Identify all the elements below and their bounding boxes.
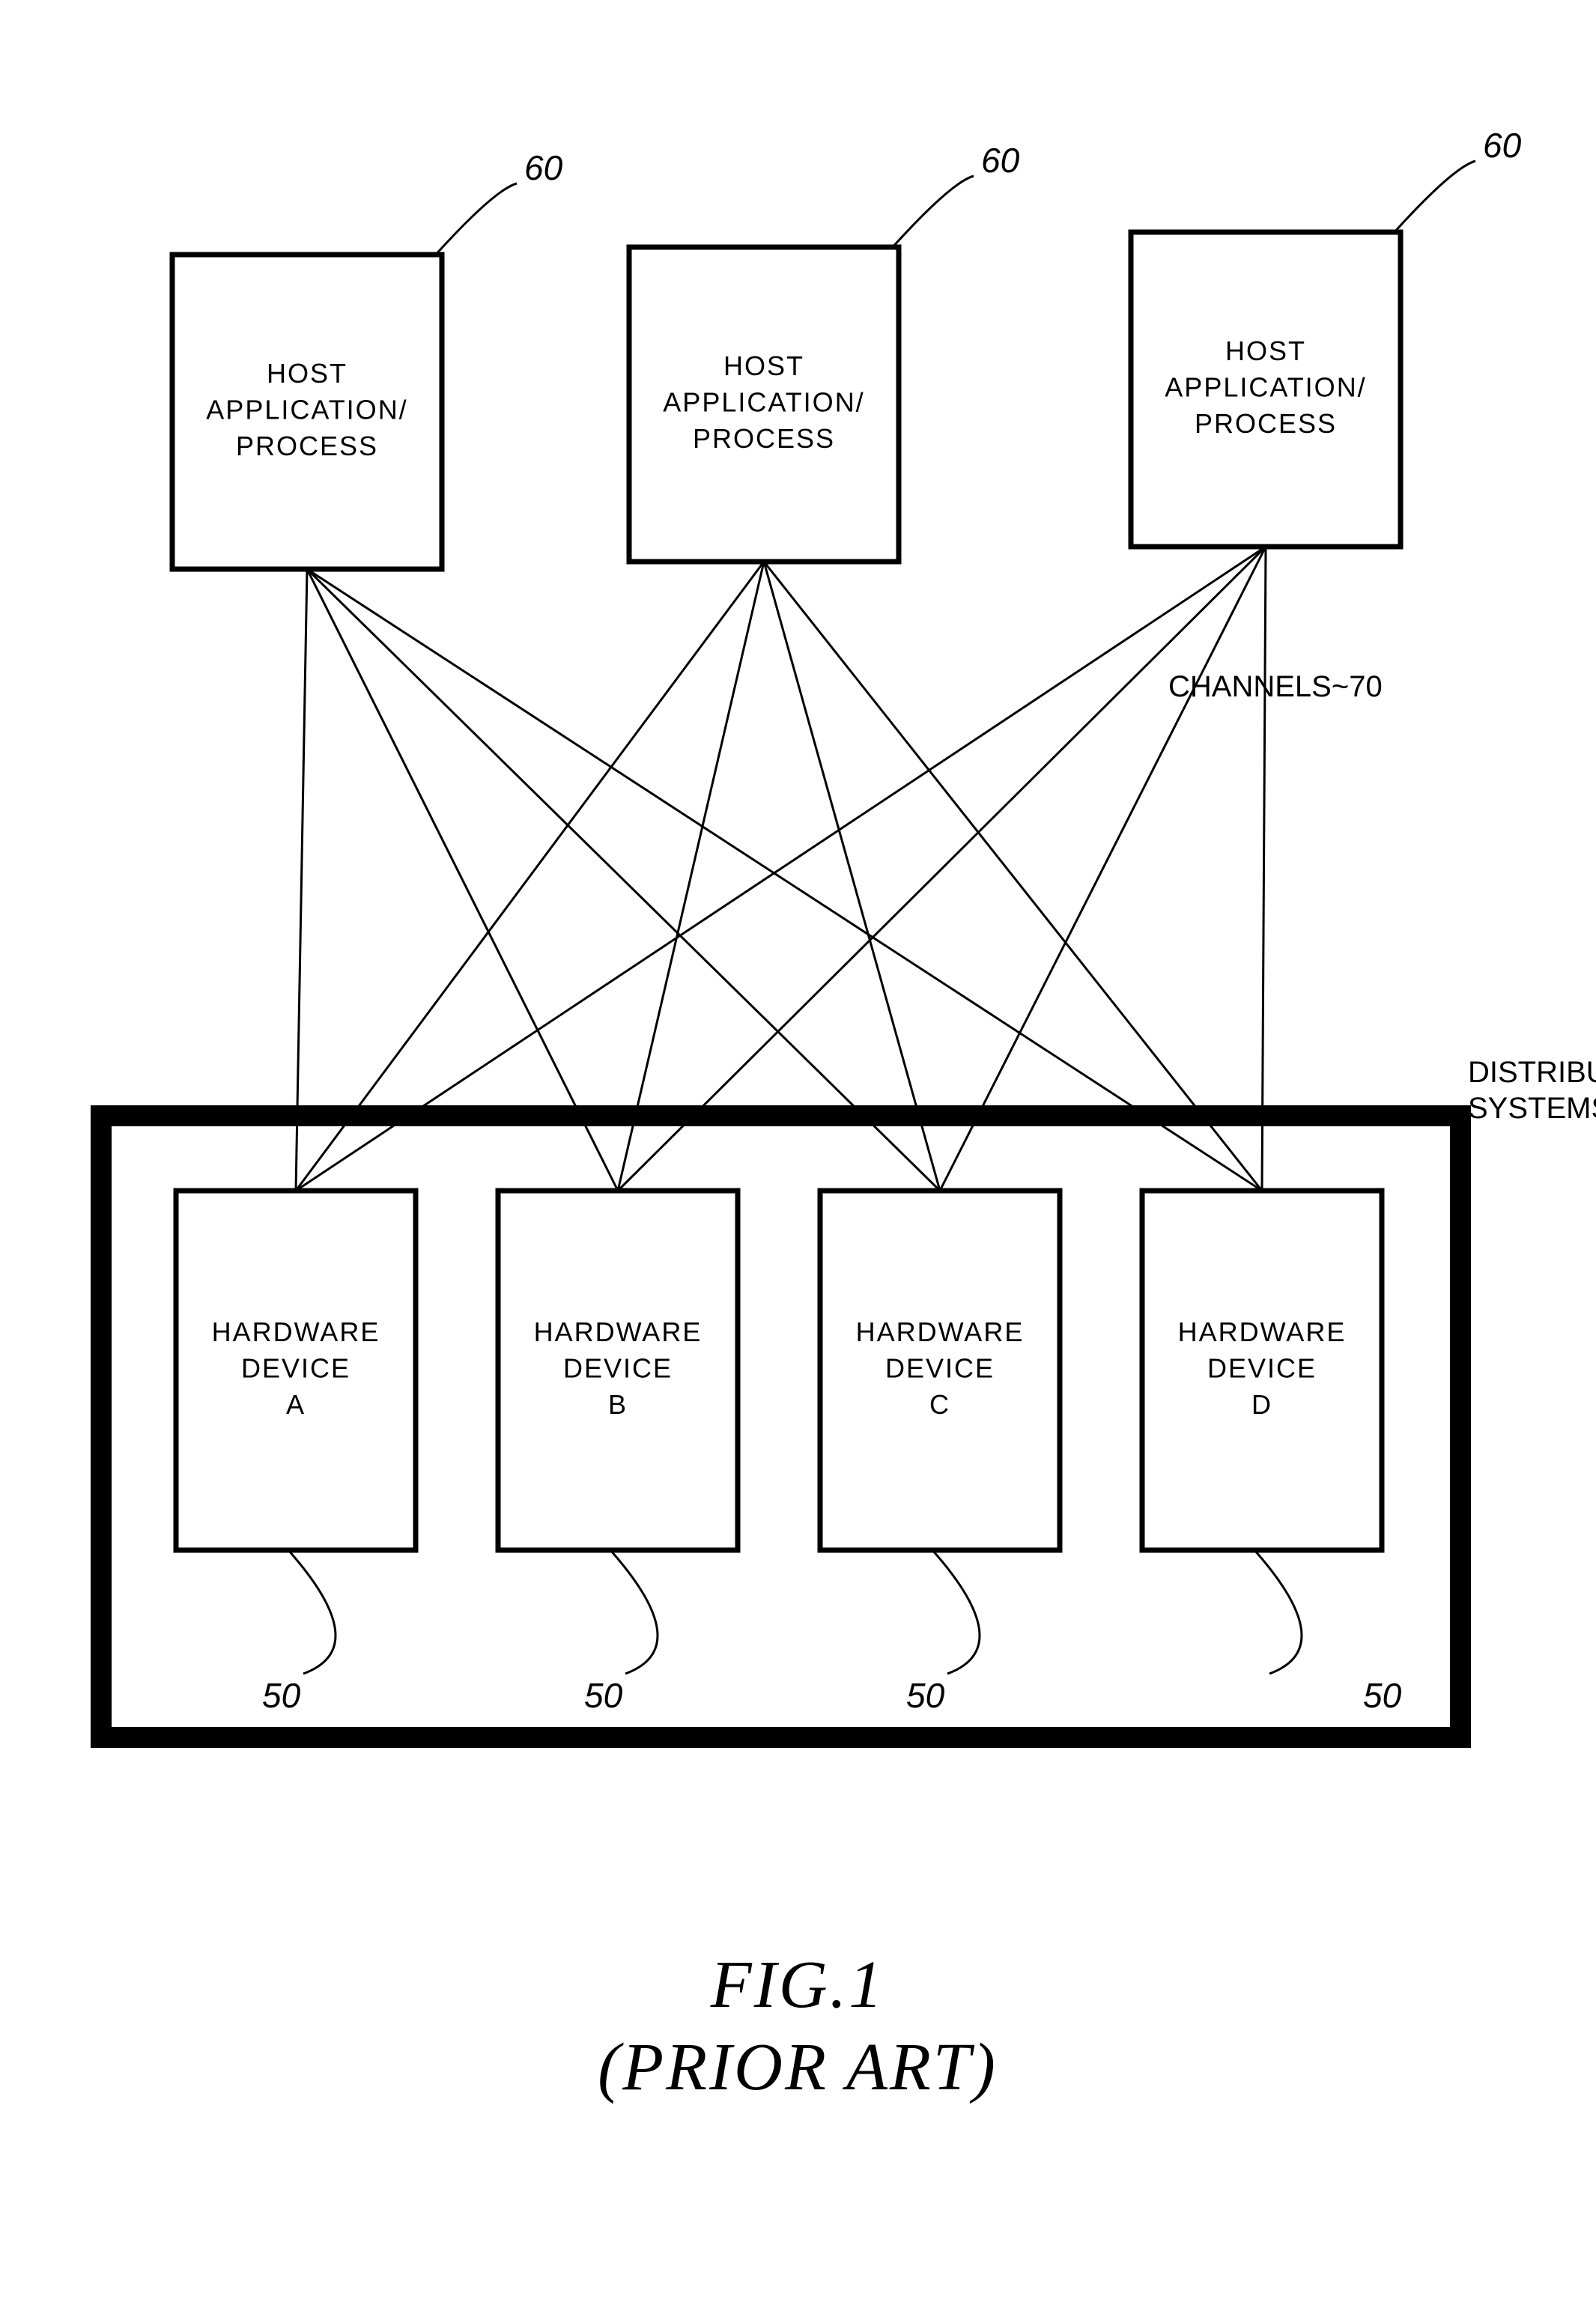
host-ref: 60 (981, 141, 1020, 180)
dev-A-label: A (286, 1389, 306, 1420)
channel-line (296, 569, 307, 1191)
channels-label: CHANNELS~70 (1168, 670, 1383, 703)
host-2-label: APPLICATION/ (663, 387, 864, 418)
dev-C-label: HARDWARE (856, 1316, 1025, 1347)
dev-D-label: D (1251, 1389, 1272, 1420)
host-1-label: PROCESS (236, 431, 378, 461)
dev-C-label: DEVICE (885, 1353, 995, 1384)
dev-A-label: DEVICE (241, 1353, 351, 1384)
host-3-label: APPLICATION/ (1165, 372, 1366, 403)
distributed-systems-label: SYSTEMS (1468, 1092, 1596, 1125)
device-ref: 50 (584, 1676, 623, 1715)
channel-line (764, 562, 1262, 1191)
channel-line (307, 569, 618, 1191)
page: CHANNELS~70 DISTRIBUTED~40SYSTEMS HOST APPL… (0, 0, 1596, 2299)
host-leader (1393, 161, 1475, 234)
figure-caption-line1: FIG.1 (710, 1948, 885, 2022)
host-leader (891, 176, 974, 249)
device-ref: 50 (1363, 1676, 1402, 1715)
device-boxes: HARDWARE DEVICE A HARDWARE DEVICE B HARDWARE DE… (176, 1191, 1382, 1550)
channel-lines (296, 547, 1266, 1191)
host-3-label: HOST (1225, 335, 1306, 366)
host-1-label: HOST (267, 358, 348, 389)
device-leader (288, 1550, 336, 1674)
diagram-svg: CHANNELS~70 DISTRIBUTED~40SYSTEMS HOST APPL… (0, 0, 1596, 2299)
device-leader (1254, 1550, 1302, 1674)
dev-D-label: DEVICE (1207, 1353, 1317, 1384)
dev-B-label: B (608, 1389, 628, 1420)
host-3-label: PROCESS (1195, 408, 1337, 439)
device-leader (610, 1550, 658, 1674)
channel-line (296, 547, 1266, 1191)
distributed-systems-label: DISTRIBUTED~40 (1468, 1056, 1596, 1089)
channel-line (1262, 547, 1266, 1191)
host-boxes: HOST APPLICATION/PROCESS HOST APPLICATION/P… (172, 232, 1401, 569)
host-ref: 60 (524, 148, 563, 187)
host-leader (434, 183, 517, 256)
host-2-label: PROCESS (693, 423, 835, 454)
channel-line (764, 562, 940, 1191)
dev-B-label: DEVICE (563, 1353, 673, 1384)
host-2-label: HOST (723, 350, 804, 381)
device-ref: 50 (906, 1676, 945, 1715)
channel-line (618, 562, 764, 1191)
host-1-label: APPLICATION/ (206, 395, 407, 425)
channel-line (618, 547, 1266, 1191)
host-ref: 60 (1483, 126, 1522, 165)
channel-line (940, 547, 1266, 1191)
dev-B-label: HARDWARE (534, 1316, 703, 1347)
dev-A-label: HARDWARE (212, 1316, 380, 1347)
device-leader (932, 1550, 980, 1674)
device-ref: 50 (262, 1676, 301, 1715)
channel-line (296, 562, 764, 1191)
channel-line (307, 569, 1262, 1191)
figure-caption-line2: (PRIOR ART) (598, 2030, 998, 2104)
dev-C-label: C (929, 1389, 950, 1420)
dev-D-label: HARDWARE (1178, 1316, 1347, 1347)
